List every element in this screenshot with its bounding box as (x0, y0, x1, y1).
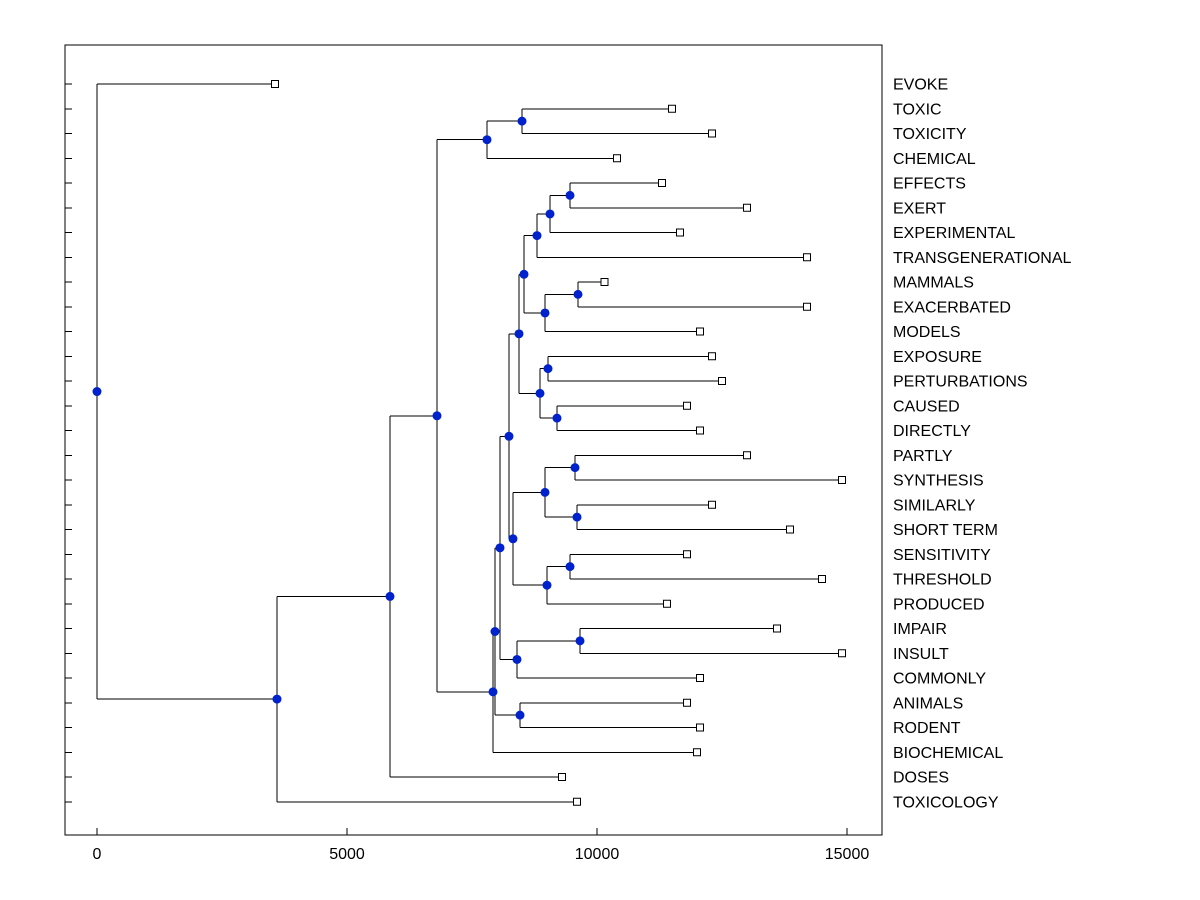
leaf-marker (558, 773, 566, 781)
leaf-label: EXERT (893, 200, 946, 217)
leaf-label: TOXICOLOGY (893, 794, 999, 811)
merge-node-marker (519, 269, 529, 279)
leaf-label: TOXIC (893, 101, 942, 118)
merge-node-marker (515, 710, 525, 720)
leaf-label: EFFECTS (893, 176, 966, 193)
leaf-label: PARTLY (893, 448, 953, 465)
leaf-label: CAUSED (893, 398, 960, 415)
leaf-marker (708, 129, 716, 138)
leaf-label: DIRECTLY (893, 423, 971, 440)
leaf-label: PERTURBATIONS (893, 374, 1028, 391)
leaf-marker (663, 599, 671, 608)
leaf-label: MAMMALS (893, 275, 974, 292)
leaf-label: PRODUCED (893, 596, 985, 613)
plot-border (64, 44, 883, 836)
leaf-label: THRESHOLD (893, 572, 992, 589)
leaf-label: CHEMICAL (893, 151, 976, 168)
leaf-marker (658, 179, 666, 187)
merge-node-marker (482, 135, 492, 145)
merge-node-marker (572, 512, 582, 522)
leaf-marker (573, 797, 581, 806)
leaf-label: IMPAIR (893, 621, 947, 638)
merge-node-marker (488, 687, 498, 697)
leaf-label: SHORT TERM (893, 522, 998, 539)
leaf-marker (743, 203, 751, 212)
merge-node-marker (542, 580, 552, 590)
leaf-marker (693, 748, 701, 757)
merge-node-marker (92, 387, 102, 397)
merge-node-marker (575, 636, 585, 646)
leaf-marker (271, 80, 279, 88)
merge-node-marker (565, 562, 575, 572)
x-tick-label: 5000 (329, 846, 365, 863)
merge-node-marker (535, 388, 545, 398)
leaf-marker (668, 104, 676, 113)
leaf-marker (683, 550, 691, 559)
leaf-marker (696, 723, 704, 732)
merge-node-marker (573, 289, 583, 299)
leaf-marker (773, 624, 781, 633)
leaf-label: MODELS (893, 324, 961, 341)
leaf-label: DOSES (893, 770, 949, 787)
merge-node-marker (512, 654, 522, 664)
leaf-label: EXPOSURE (893, 349, 982, 366)
merge-node-marker (272, 694, 282, 704)
merge-node-marker (552, 413, 562, 423)
leaf-label: INSULT (893, 646, 949, 663)
leaf-label: EVOKE (893, 77, 948, 94)
leaf-marker (696, 426, 704, 435)
leaf-marker (818, 575, 826, 583)
leaf-label: TOXICITY (893, 126, 967, 143)
leaf-marker (838, 476, 846, 484)
leaf-marker (803, 253, 811, 262)
leaf-marker (718, 377, 726, 385)
leaf-label: EXPERIMENTAL (893, 225, 1016, 242)
leaf-marker (803, 302, 811, 311)
leaf-label: SIMILARLY (893, 497, 976, 514)
merge-node-marker (508, 534, 518, 544)
merge-node-marker (490, 626, 500, 636)
merge-node-marker (504, 431, 514, 441)
leaf-label: COMMONLY (893, 671, 986, 688)
leaf-marker (743, 451, 751, 460)
leaf-marker (708, 352, 716, 361)
merge-node-marker (517, 116, 527, 126)
merge-node-marker (432, 411, 442, 421)
leaf-marker (708, 500, 716, 509)
merge-node-marker (570, 463, 580, 473)
merge-node-marker (545, 209, 555, 219)
leaf-marker (676, 228, 684, 237)
leaf-label: RODENT (893, 720, 961, 737)
leaf-label: SYNTHESIS (893, 473, 984, 490)
merge-node-marker (385, 591, 395, 601)
leaf-marker (683, 401, 691, 410)
x-tick-label: 0 (93, 846, 102, 863)
leaf-marker (786, 525, 794, 534)
leaf-marker (696, 327, 704, 336)
merge-node-marker (495, 543, 505, 553)
leaf-marker (838, 649, 846, 658)
leaf-marker (683, 698, 691, 707)
merge-node-marker (543, 364, 553, 374)
leaf-label: ANIMALS (893, 695, 963, 712)
leaf-label: SENSITIVITY (893, 547, 991, 564)
merge-node-marker (565, 190, 575, 200)
leaf-label: BIOCHEMICAL (893, 745, 1003, 762)
leaf-label: TRANSGENERATIONAL (893, 250, 1072, 267)
x-tick-label: 15000 (825, 846, 870, 863)
x-tick-label: 10000 (575, 846, 620, 863)
merge-node-marker (514, 329, 524, 339)
merge-node-marker (532, 231, 542, 241)
merge-node-marker (540, 308, 550, 318)
merge-node-marker (540, 487, 550, 497)
leaf-marker (600, 278, 609, 286)
leaf-label: EXACERBATED (893, 299, 1011, 316)
leaf-marker (613, 154, 621, 163)
leaf-marker (696, 674, 704, 682)
